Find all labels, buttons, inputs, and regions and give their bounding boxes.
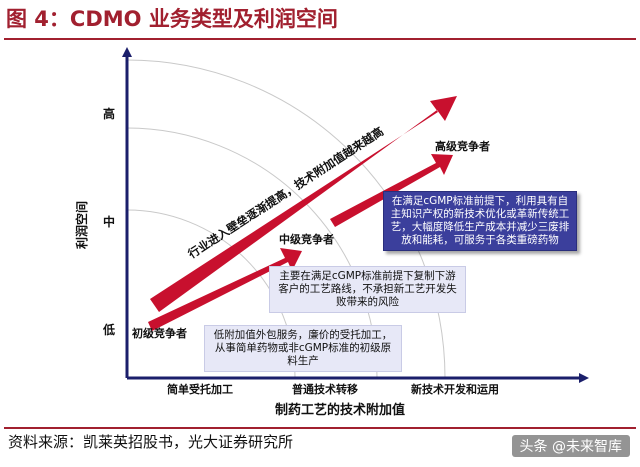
trend-arrow-mid [148,248,302,331]
y-tick-high: 高 [103,106,115,121]
trend-arrow-main [150,96,457,312]
trend-arrows [148,96,457,331]
footer-rule [4,427,636,429]
description-senior: 在满足cGMP标准前提下，利用具有自主知识产权的新技术优化或革新传统工艺，大幅度… [383,191,577,251]
y-tick-mid: 中 [103,214,115,229]
title-rule [4,38,636,40]
description-mid: 主要在满足cGMP标准前提下复制下游客户的工艺路线，不承担新工艺开发失败带来的风… [269,266,466,313]
trend-arrow-upper [330,154,453,227]
x-tick-simple: 简单受托加工 [167,382,233,396]
description-junior: 低附加值外包服务，廉价的受托加工，从事简单药物或非cGMP标准的初级原料生产 [204,325,402,372]
figure-title: 图 4：CDMO 业务类型及利润空间 [6,7,338,31]
x-tick-new: 新技术开发和运用 [411,382,499,396]
competitor-label-senior: 高级竞争者 [435,139,490,153]
competitor-label-mid: 中级竞争者 [279,232,334,246]
y-axis-label: 利润空间 [74,201,89,249]
x-axis-label: 制药工艺的技术附加值 [275,402,405,418]
source-note: 资料来源：凯莱英招股书，光大证券研究所 [8,433,294,451]
competitor-label-junior: 初级竞争者 [132,326,187,340]
watermark: 头条 @未来智库 [511,435,630,457]
y-tick-low: 低 [102,322,115,337]
x-tick-standard: 普通技术转移 [292,382,358,396]
